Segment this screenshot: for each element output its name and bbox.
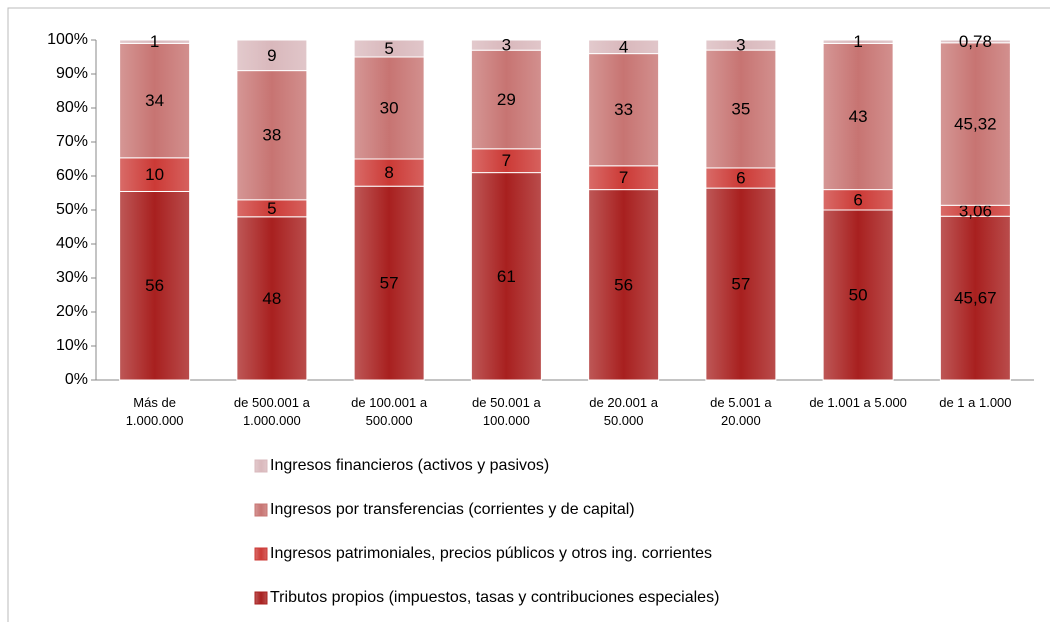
data-label: 5 <box>384 39 393 58</box>
data-label: 56 <box>145 276 164 295</box>
y-tick-label: 0% <box>65 371 88 388</box>
data-label: 4 <box>619 37 628 56</box>
data-label: 7 <box>502 151 511 170</box>
data-label: 29 <box>497 90 516 109</box>
data-label: 6 <box>853 190 862 209</box>
y-tick-label: 50% <box>56 201 88 218</box>
bar-segment <box>119 42 191 159</box>
data-label: 1 <box>150 32 159 51</box>
data-label: 3,06 <box>959 201 992 220</box>
y-tick-label: 80% <box>56 99 88 116</box>
legend-label: Ingresos por transferencias (corrientes … <box>270 501 635 518</box>
bar-segment <box>353 158 425 187</box>
data-label: 38 <box>262 126 281 145</box>
x-tick-label: de 500.001 a 1.000.000 <box>234 395 311 428</box>
bar-segment <box>470 39 542 51</box>
y-tick-label: 10% <box>56 337 88 354</box>
bar-segment <box>236 216 308 381</box>
legend-swatch <box>254 547 268 561</box>
data-label: 6 <box>736 169 745 188</box>
data-label: 50 <box>849 285 868 304</box>
y-tick-label: 40% <box>56 235 88 252</box>
data-label: 57 <box>731 275 750 294</box>
legend-swatch <box>254 459 268 473</box>
frame <box>7 7 1050 622</box>
bar-segment <box>939 39 1011 44</box>
legend-swatch <box>254 503 268 517</box>
data-label: 30 <box>380 98 399 117</box>
data-label: 33 <box>614 100 633 119</box>
bar-segment <box>822 209 894 381</box>
bar-segment <box>119 157 191 192</box>
legend-label: Ingresos patrimoniales, precios públicos… <box>270 545 712 562</box>
bar-segment <box>119 190 191 381</box>
data-label: 7 <box>619 168 628 187</box>
y-tick-label: 100% <box>47 31 88 48</box>
bar-segment <box>705 187 777 381</box>
y-tick-label: 20% <box>56 303 88 320</box>
bar-segment <box>470 49 542 150</box>
bar-segment <box>939 42 1011 206</box>
data-label: 34 <box>145 91 164 110</box>
data-label: 1 <box>853 32 862 51</box>
data-label: 43 <box>849 107 868 126</box>
bar-segment <box>236 70 308 201</box>
data-label: 9 <box>267 46 276 65</box>
data-label: 8 <box>384 163 393 182</box>
x-tick-label: de 5.001 a 20.000 <box>710 395 772 428</box>
bar-segment <box>588 53 660 167</box>
data-label: 10 <box>145 165 164 184</box>
x-tick-label: de 20.001 a 50.000 <box>589 395 658 428</box>
y-tick-label: 30% <box>56 269 88 286</box>
y-tick-label: 70% <box>56 133 88 150</box>
data-label: 35 <box>731 99 750 118</box>
bar-segment <box>353 185 425 381</box>
data-label: 5 <box>267 199 276 218</box>
y-tick-label: 60% <box>56 167 88 184</box>
bar-segment <box>588 39 660 55</box>
data-label: 61 <box>497 267 516 286</box>
legend-label: Ingresos financieros (activos y pasivos) <box>270 457 549 474</box>
data-label: 3 <box>502 36 511 55</box>
bar-segment <box>822 39 894 44</box>
legend-swatch <box>254 591 268 605</box>
bar-segment <box>470 172 542 381</box>
bar-segment <box>822 42 894 191</box>
x-tick-label: Más de 1.000.000 <box>126 395 184 428</box>
data-label: 45,67 <box>954 289 997 308</box>
data-label: 3 <box>736 36 745 55</box>
data-label: 56 <box>614 275 633 294</box>
bar-segment <box>119 39 191 44</box>
data-label: 45,32 <box>954 115 997 134</box>
x-tick-label: de 100.001 a 500.000 <box>351 395 428 428</box>
bar-segment <box>353 39 425 58</box>
x-tick-label: de 1 a 1.000 <box>939 395 1011 410</box>
data-label: 48 <box>262 289 281 308</box>
bar-segment <box>705 49 777 169</box>
bar-segment <box>705 39 777 51</box>
data-label: 0,78 <box>959 32 992 51</box>
y-tick-label: 90% <box>56 65 88 82</box>
bar-segment <box>236 39 308 72</box>
bar-segment <box>353 56 425 160</box>
x-tick-label: de 1.001 a 5.000 <box>809 395 907 410</box>
x-tick-label: de 50.001 a 100.000 <box>472 395 541 428</box>
legend-label: Tributos propios (impuestos, tasas y con… <box>270 589 719 606</box>
bar-segment <box>588 189 660 381</box>
data-label: 57 <box>380 274 399 293</box>
